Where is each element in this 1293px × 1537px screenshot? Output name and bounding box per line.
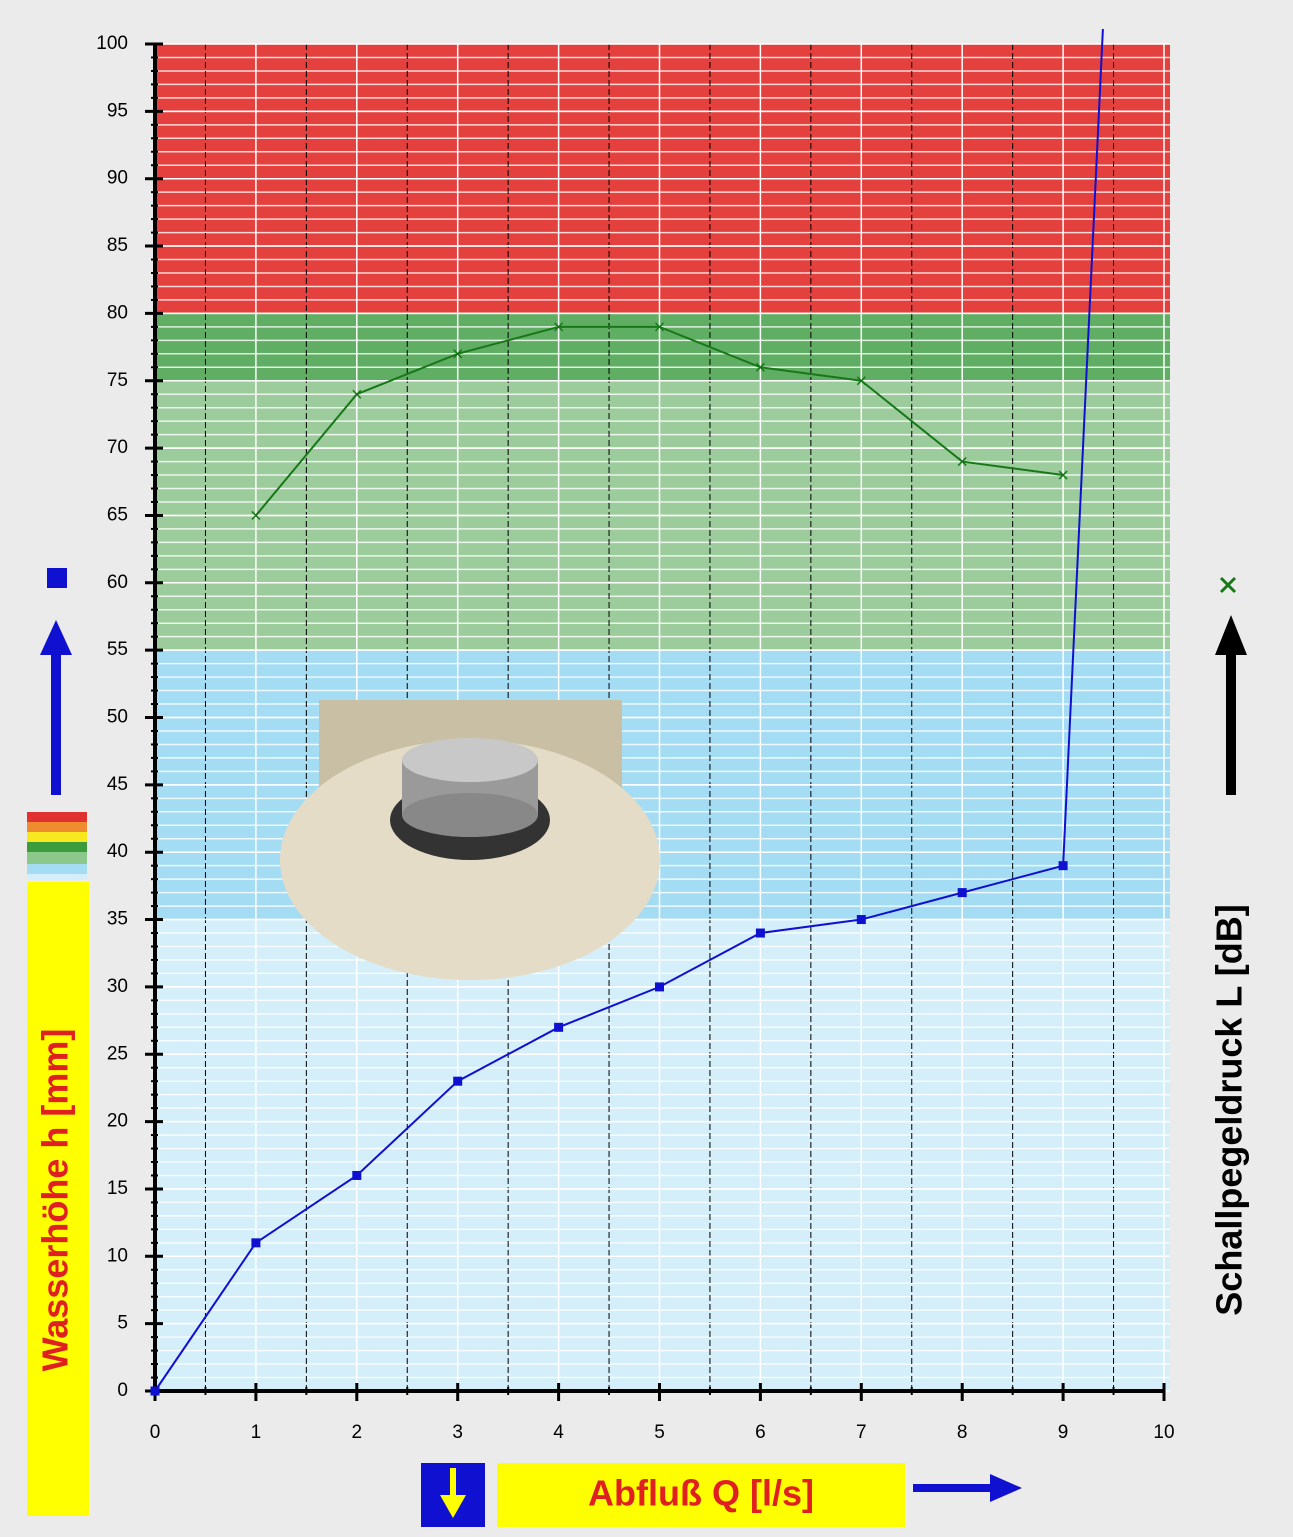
y2-axis-label: Schallpegeldruck L [dB] (1209, 904, 1250, 1315)
photo (280, 700, 660, 980)
arrow-head (440, 1495, 466, 1518)
x-label-box (497, 1463, 905, 1527)
y-tick-label: 20 (107, 1111, 128, 1132)
y-tick-label: 70 (107, 437, 128, 458)
point (352, 389, 362, 399)
point (856, 376, 866, 386)
x-tick-label: 6 (755, 1422, 766, 1443)
x-tick-label: 1 (251, 1422, 262, 1443)
point (453, 1076, 463, 1086)
y-tick-label: 5 (117, 1313, 128, 1334)
y-label-box (27, 882, 89, 1516)
y-tick-label: 25 (107, 1043, 128, 1064)
y-tick-label: 30 (107, 976, 128, 997)
y-tick-label: 80 (107, 302, 128, 323)
point (957, 888, 967, 898)
x-tick-label: 9 (1058, 1422, 1069, 1443)
y-tick-label: 100 (96, 33, 128, 54)
arrow-head (1215, 615, 1247, 655)
arrow-head (990, 1474, 1022, 1502)
y-tick-label: 50 (107, 707, 128, 728)
y-tick-label: 90 (107, 168, 128, 189)
point (1058, 470, 1068, 480)
y-tick-label: 60 (107, 572, 128, 593)
x-tick-label: 3 (452, 1422, 463, 1443)
y-tick-label: 40 (107, 841, 128, 862)
point (251, 1238, 261, 1248)
point (655, 982, 664, 992)
point (654, 322, 665, 332)
point (352, 1170, 362, 1180)
point (755, 928, 765, 938)
band (155, 919, 1170, 1391)
x-tick-label: 5 (654, 1422, 665, 1443)
x-tick-label: 2 (352, 1422, 363, 1443)
x-tick-label: 4 (553, 1422, 564, 1443)
point (251, 510, 261, 520)
legend-marker (47, 568, 67, 588)
y-tick-label: 15 (107, 1178, 128, 1199)
x-tick-label: 8 (957, 1422, 968, 1443)
point (755, 362, 765, 372)
point (453, 349, 463, 359)
y-tick-label: 0 (117, 1380, 128, 1401)
y-tick-label: 95 (107, 100, 128, 121)
point (150, 1386, 160, 1396)
y-tick-label: 35 (107, 909, 128, 930)
x-tick-label: 10 (1153, 1422, 1174, 1443)
x-axis-label: Abfluß Q [l/s] (588, 1473, 814, 1514)
legend-marker (1219, 576, 1237, 594)
x-tick-label: 0 (150, 1422, 161, 1443)
plot-area: 0510152025303540455055606570758085909510… (96, 29, 1175, 1443)
point (1058, 861, 1068, 871)
y-tick-label: 85 (107, 235, 128, 256)
y-tick-label: 55 (107, 639, 128, 660)
point (554, 322, 564, 332)
y-tick-label: 10 (107, 1245, 128, 1266)
y-tick-label: 75 (107, 370, 128, 391)
point (957, 457, 967, 467)
point (554, 1022, 564, 1032)
x-tick-label: 7 (856, 1422, 867, 1443)
color-stripes (27, 812, 87, 880)
y-tick-label: 45 (107, 774, 128, 795)
y-tick-label: 65 (107, 504, 128, 525)
point (856, 915, 866, 925)
arrow-head (40, 620, 72, 655)
y-axis-label: Wasserhöhe h [mm] (35, 1029, 76, 1372)
